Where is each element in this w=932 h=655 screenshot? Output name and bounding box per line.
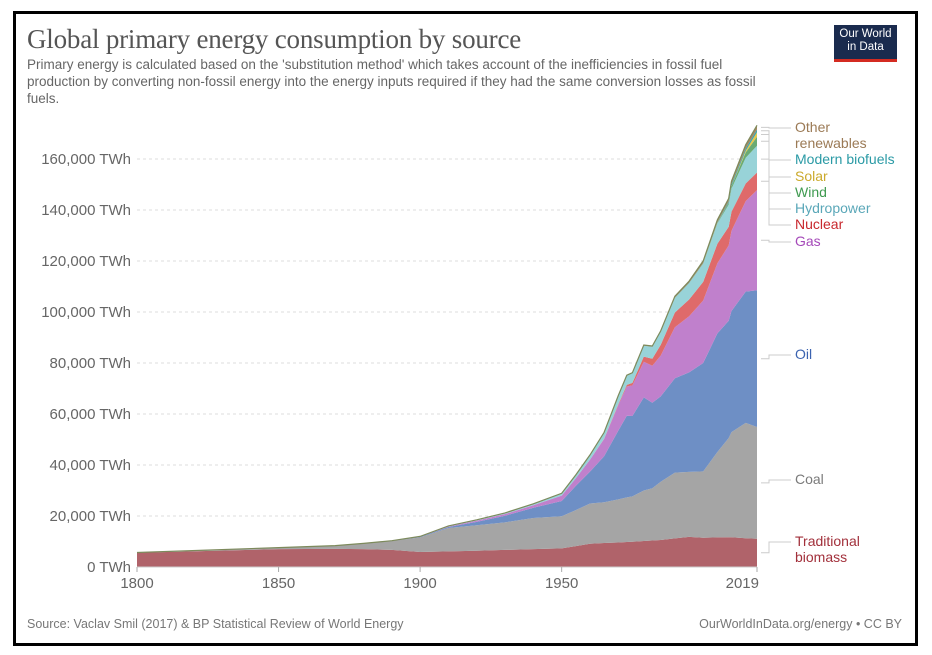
x-tick-label: 1850 bbox=[262, 575, 295, 592]
y-tick-label: 120,000 TWh bbox=[41, 253, 131, 270]
y-tick-label: 0 TWh bbox=[87, 559, 131, 576]
area-coal[interactable] bbox=[137, 422, 757, 553]
legend-label-gas[interactable]: Gas bbox=[795, 233, 821, 249]
legend-connector bbox=[761, 354, 791, 360]
y-tick-label: 80,000 TWh bbox=[50, 355, 131, 372]
legend-label-oil[interactable]: Oil bbox=[795, 346, 812, 362]
legend-label-other-renewables[interactable]: Other bbox=[795, 119, 830, 135]
x-tick-label: 2019 bbox=[726, 575, 759, 592]
total-outline bbox=[136, 124, 758, 554]
legend-connector bbox=[761, 180, 791, 226]
y-tick-label: 60,000 TWh bbox=[50, 406, 131, 423]
legend-label-modern-biofuels[interactable]: Modern biofuels bbox=[795, 151, 895, 167]
y-tick-label: 40,000 TWh bbox=[50, 457, 131, 474]
owid-logo[interactable]: Our World in Data bbox=[834, 25, 897, 62]
chart-subtitle: Primary energy is calculated based on th… bbox=[27, 57, 756, 106]
x-tick-label: 1950 bbox=[545, 575, 578, 592]
logo-line1: Our World bbox=[839, 28, 892, 40]
legend-connector bbox=[761, 140, 791, 194]
legend-connector bbox=[761, 130, 791, 161]
area-oil[interactable] bbox=[137, 290, 757, 553]
x-tick-label: 1800 bbox=[120, 575, 153, 592]
source-link[interactable]: OurWorldInData.org/energy • CC BY bbox=[699, 617, 902, 631]
legend-label-traditional-biomass[interactable]: Traditional bbox=[795, 533, 860, 549]
legend-label-hydropower[interactable]: Hydropower bbox=[795, 200, 871, 216]
y-tick-label: 140,000 TWh bbox=[41, 202, 131, 219]
legend-label-other-renewables[interactable]: renewables bbox=[795, 135, 867, 151]
legend-connector bbox=[761, 541, 791, 554]
source-note: Source: Vaclav Smil (2017) & BP Statisti… bbox=[27, 617, 404, 631]
legend-label-nuclear[interactable]: Nuclear bbox=[795, 216, 844, 232]
logo-line2: in Data bbox=[847, 41, 884, 53]
y-axis-ticks: 0 TWh 20,000 TWh 40,000 TWh 60,000 TWh 80,00… bbox=[41, 151, 131, 576]
area-layers bbox=[136, 124, 758, 567]
y-tick-label: 160,000 TWh bbox=[41, 151, 131, 168]
legend-connector bbox=[761, 158, 791, 210]
legend-label-wind[interactable]: Wind bbox=[795, 184, 827, 200]
legend-connector bbox=[761, 126, 791, 129]
x-axis-ticks: 1800 1850 1900 1950 2019 bbox=[120, 566, 759, 592]
legend-connector bbox=[761, 239, 791, 243]
legend-label-solar[interactable]: Solar bbox=[795, 168, 828, 184]
legend-label-coal[interactable]: Coal bbox=[795, 471, 824, 487]
chart-title: Global primary energy consumption by sou… bbox=[27, 24, 522, 54]
area-traditional-biomass[interactable] bbox=[137, 536, 757, 567]
x-tick-label: 1900 bbox=[403, 575, 436, 592]
y-tick-label: 20,000 TWh bbox=[50, 508, 131, 525]
legend-label-traditional-biomass[interactable]: biomass bbox=[795, 549, 847, 565]
legend-connector bbox=[761, 479, 791, 484]
y-tick-label: 100,000 TWh bbox=[41, 304, 131, 321]
